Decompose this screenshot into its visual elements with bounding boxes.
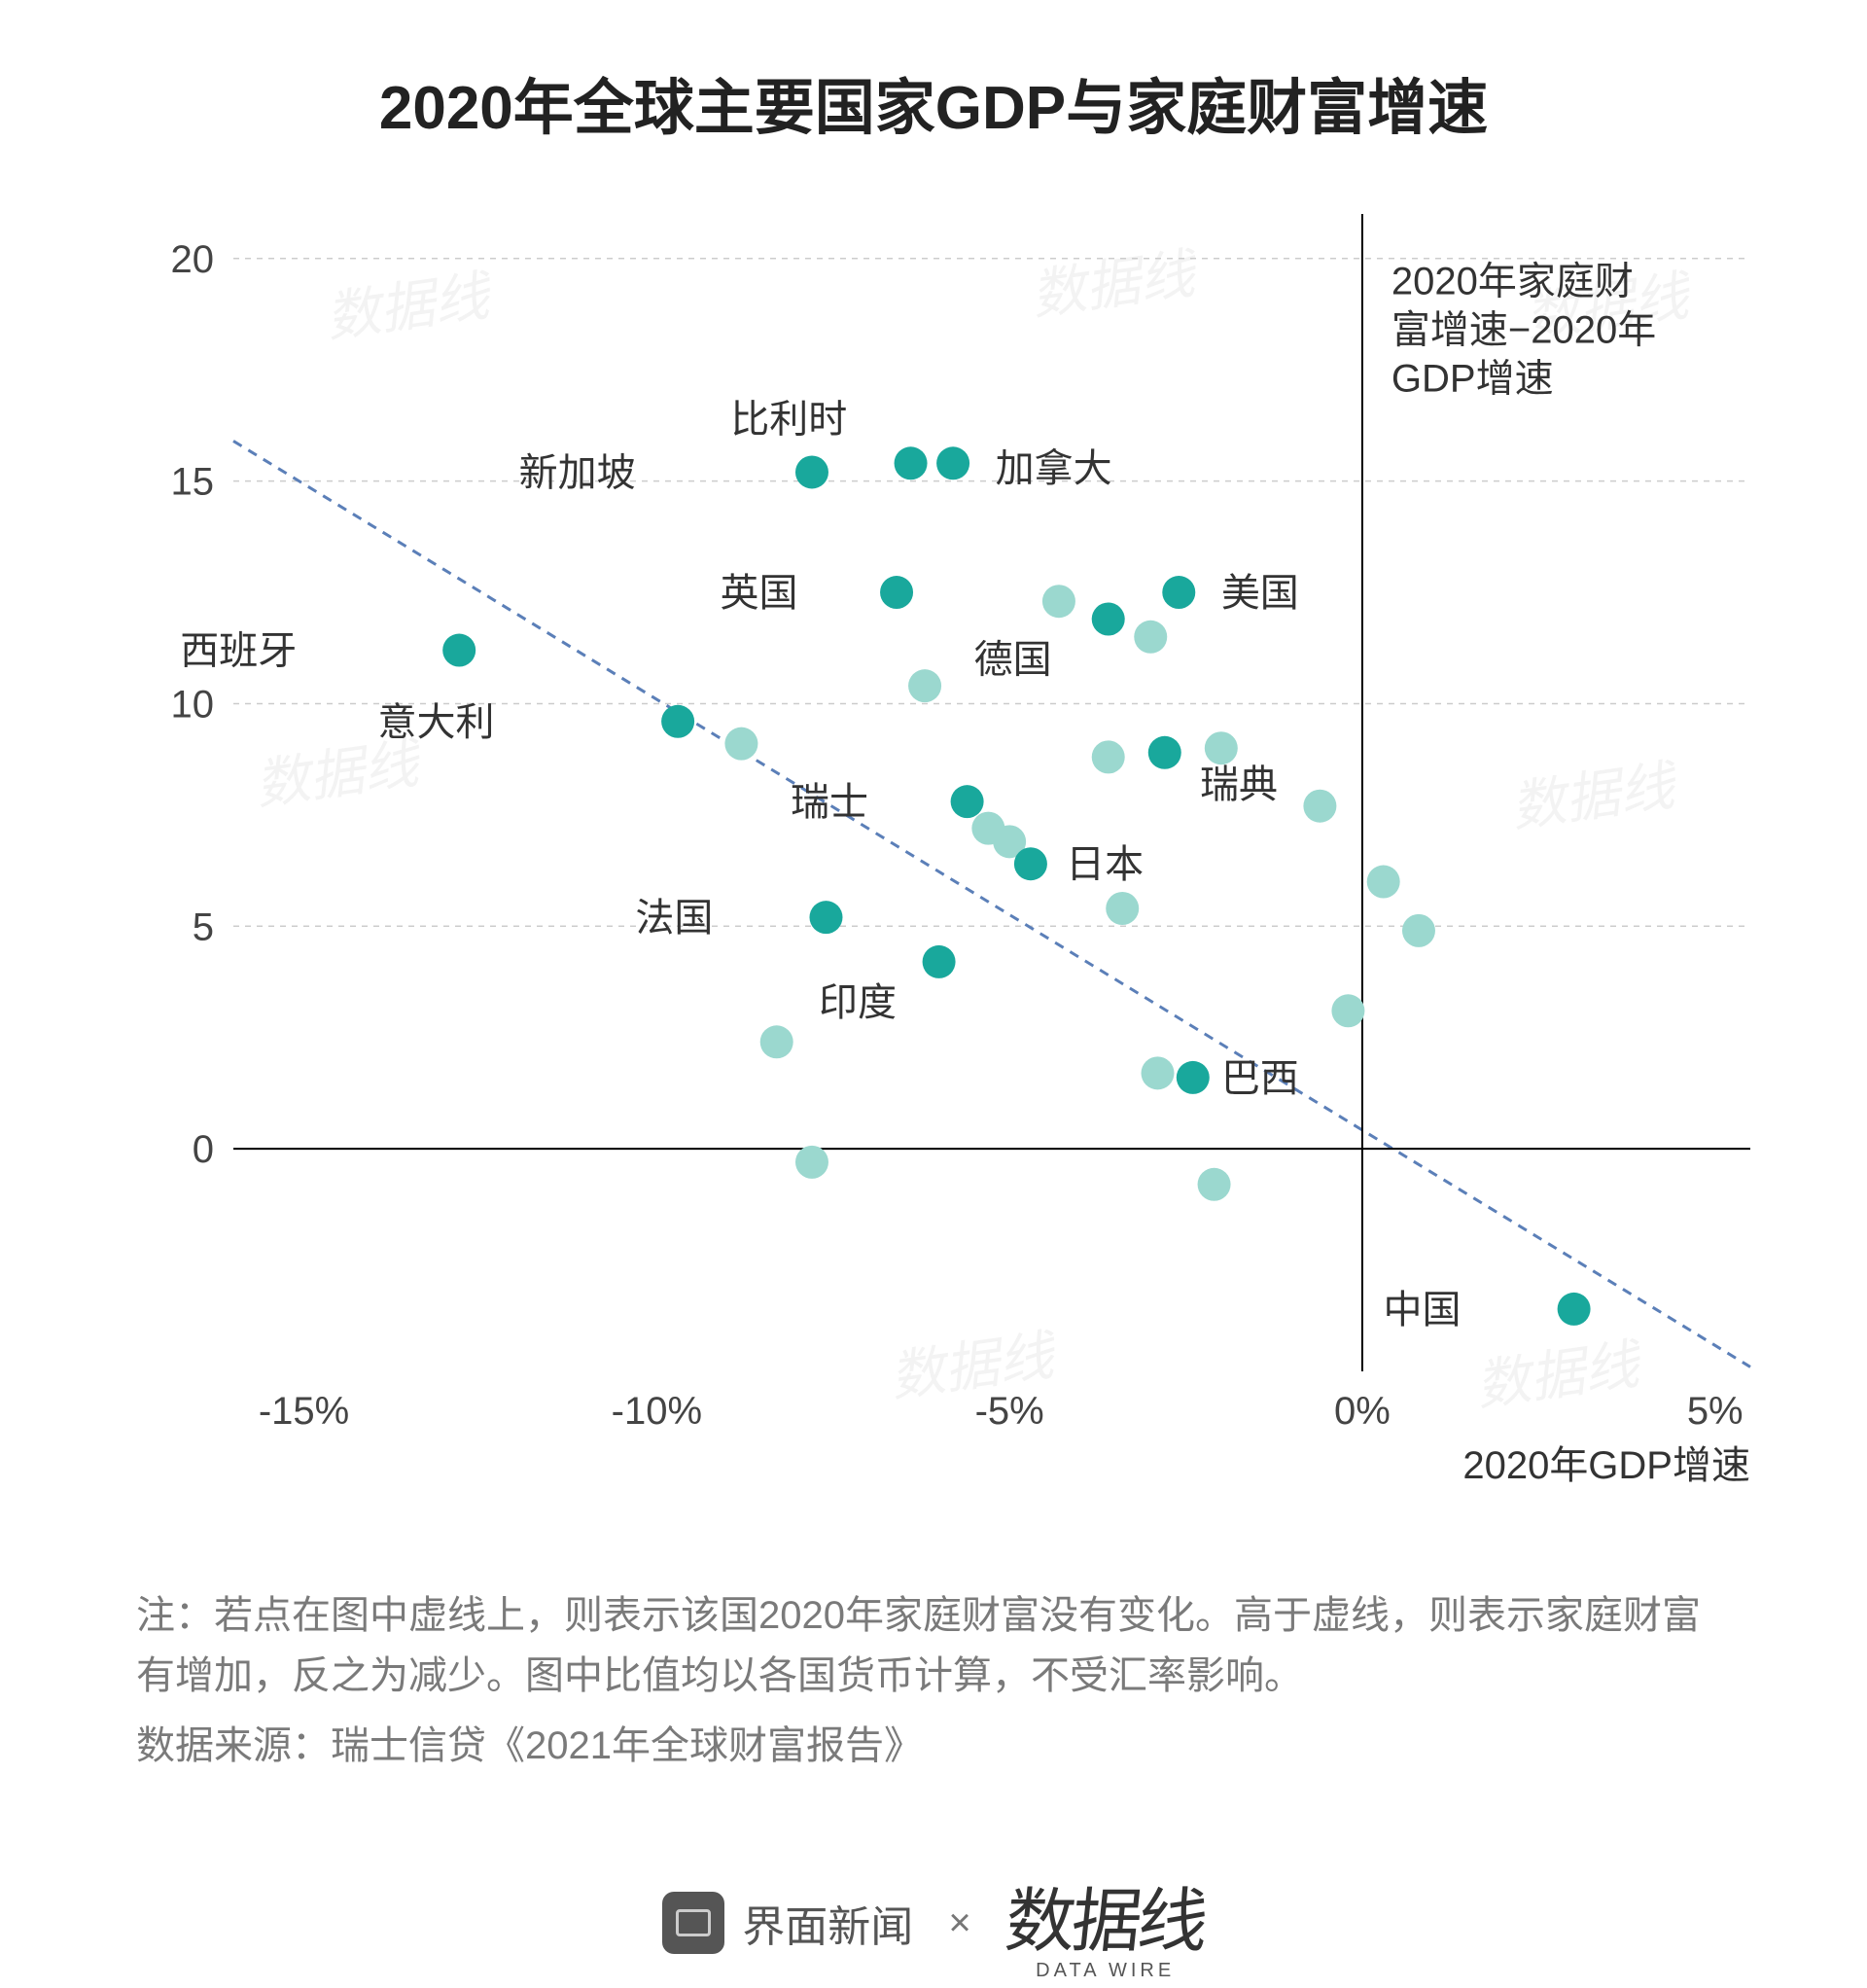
- scatter-chart: 数据线数据线数据线数据线数据线数据线数据线05101520-15%-10%-5%…: [97, 175, 1770, 1537]
- scatter-point-labeled: [442, 634, 476, 667]
- y-axis-desc: 富增速−2020年: [1391, 308, 1656, 351]
- svg-text:20: 20: [171, 238, 215, 281]
- point-label: 西班牙: [180, 630, 297, 673]
- svg-text:数据线: 数据线: [1472, 1332, 1647, 1416]
- svg-text:5%: 5%: [1687, 1390, 1744, 1433]
- point-label: 英国: [720, 572, 797, 615]
- footer-separator: ×: [948, 1901, 970, 1945]
- svg-text:-15%: -15%: [259, 1390, 349, 1433]
- svg-text:5: 5: [193, 905, 214, 948]
- note-line-2: 数据来源：瑞士信贷《2021年全球财富报告》: [136, 1716, 1731, 1776]
- point-label: 新加坡: [519, 451, 636, 494]
- point-label: 日本: [1066, 843, 1144, 886]
- svg-text:0%: 0%: [1334, 1390, 1391, 1433]
- brand-jiemian-icon: [662, 1892, 724, 1954]
- svg-text:-10%: -10%: [612, 1390, 702, 1433]
- chart-svg: 数据线数据线数据线数据线数据线数据线数据线05101520-15%-10%-5%…: [97, 175, 1770, 1537]
- scatter-point-labeled: [1177, 1061, 1210, 1094]
- scatter-point-labeled: [880, 576, 913, 609]
- scatter-point-labeled: [951, 785, 984, 818]
- scatter-point: [1106, 892, 1139, 925]
- scatter-point-labeled: [1558, 1293, 1591, 1326]
- scatter-point: [1134, 621, 1167, 654]
- scatter-point-labeled: [1092, 603, 1125, 636]
- svg-text:数据线: 数据线: [1507, 754, 1682, 837]
- brand-datawire-cn: 数据线: [1001, 1864, 1210, 1966]
- scatter-point: [1198, 1168, 1231, 1201]
- point-label: 法国: [635, 897, 713, 940]
- scatter-point: [760, 1025, 793, 1058]
- svg-text:0: 0: [193, 1128, 214, 1171]
- scatter-point-labeled: [809, 901, 842, 934]
- chart-title: 2020年全球主要国家GDP与家庭财富增速: [97, 58, 1770, 146]
- scatter-point: [1092, 740, 1125, 773]
- scatter-point-labeled: [795, 455, 828, 488]
- scatter-point: [1331, 994, 1364, 1027]
- scatter-point-labeled: [661, 705, 694, 738]
- scatter-point: [724, 728, 757, 761]
- chart-notes: 注：若点在图中虚线上，则表示该国2020年家庭财富没有变化。高于虚线，则表示家庭…: [97, 1585, 1770, 1776]
- point-label: 瑞士: [791, 781, 868, 824]
- svg-text:-5%: -5%: [975, 1390, 1044, 1433]
- scatter-point-labeled: [923, 945, 956, 978]
- point-label: 德国: [974, 639, 1052, 682]
- svg-text:10: 10: [171, 683, 215, 726]
- point-label: 巴西: [1221, 1057, 1299, 1100]
- scatter-point-labeled: [1014, 847, 1047, 880]
- point-label: 意大利: [377, 701, 494, 744]
- point-label: 中国: [1384, 1289, 1462, 1331]
- svg-text:15: 15: [171, 461, 215, 504]
- scatter-point: [1042, 585, 1075, 618]
- brand-jiemian: 界面新闻: [662, 1892, 913, 1954]
- svg-text:数据线: 数据线: [252, 731, 427, 815]
- scatter-point: [1367, 866, 1400, 899]
- footer: 界面新闻 × 数据线 DATA WIRE: [97, 1864, 1770, 1982]
- scatter-point-labeled: [1162, 576, 1195, 609]
- point-label: 印度: [819, 981, 897, 1024]
- scatter-point: [1142, 1056, 1175, 1089]
- scatter-point: [908, 669, 941, 702]
- point-label: 比利时: [730, 399, 847, 442]
- scatter-point: [1402, 914, 1435, 947]
- scatter-point: [795, 1146, 828, 1179]
- brand-jiemian-text: 界面新闻: [742, 1892, 913, 1954]
- svg-text:数据线: 数据线: [1028, 242, 1203, 326]
- scatter-point-labeled: [936, 446, 969, 479]
- scatter-point: [1303, 790, 1336, 823]
- point-label: 瑞典: [1200, 763, 1278, 806]
- y-axis-desc: GDP增速: [1391, 357, 1554, 400]
- scatter-point: [1205, 731, 1238, 764]
- svg-text:数据线: 数据线: [322, 265, 497, 348]
- point-label: 加拿大: [996, 447, 1112, 490]
- note-line-1: 注：若点在图中虚线上，则表示该国2020年家庭财富没有变化。高于虚线，则表示家庭…: [136, 1585, 1731, 1706]
- brand-datawire: 数据线 DATA WIRE: [1006, 1864, 1205, 1982]
- scatter-point-labeled: [895, 446, 928, 479]
- y-axis-desc: 2020年家庭财: [1391, 260, 1634, 302]
- point-label: 美国: [1221, 572, 1299, 615]
- scatter-point-labeled: [1148, 736, 1181, 769]
- x-axis-title: 2020年GDP增速: [1462, 1444, 1750, 1487]
